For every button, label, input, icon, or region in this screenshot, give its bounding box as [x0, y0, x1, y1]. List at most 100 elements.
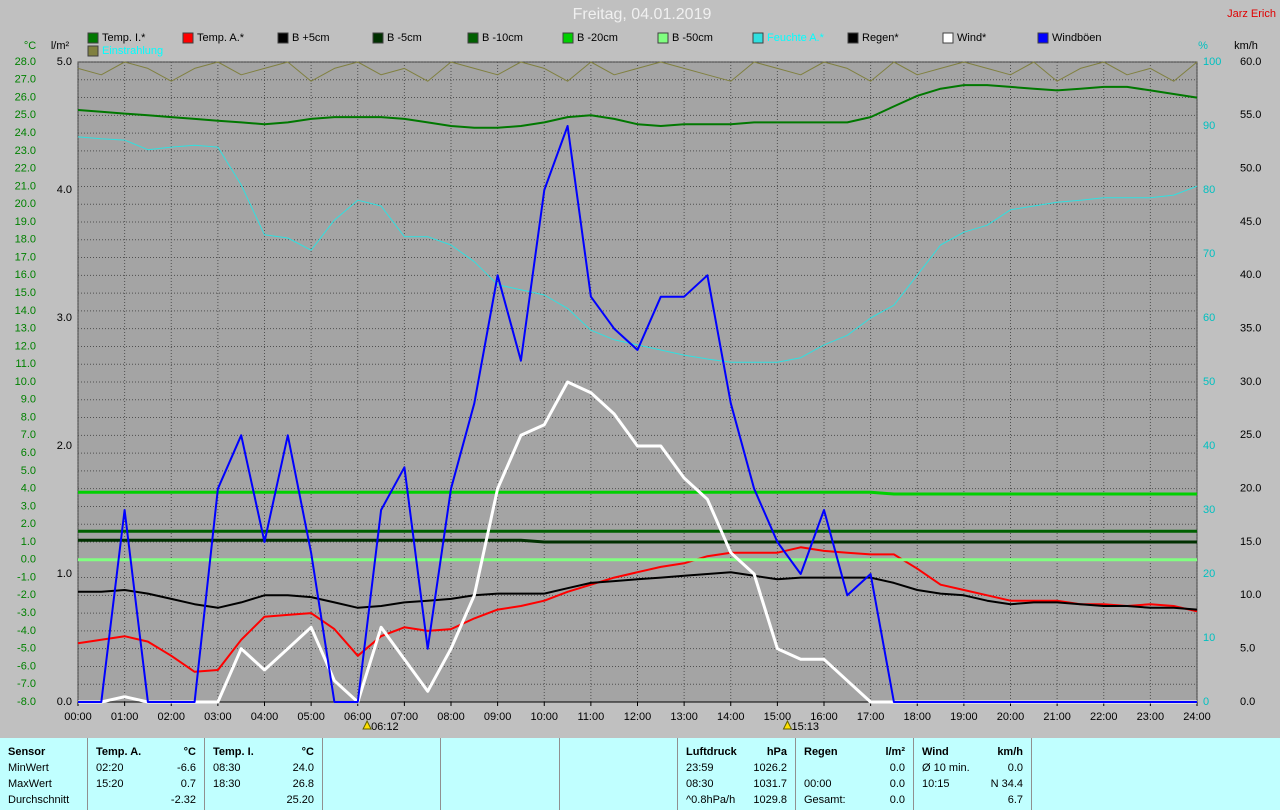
legend-swatch [752, 32, 764, 44]
y2-tick-label: 4.0 [57, 184, 72, 196]
legend-swatch [372, 32, 384, 44]
y4-axis-title: km/h [1234, 40, 1258, 52]
table-row: 00:00 0.0 [804, 776, 905, 792]
table-block: Temp. A. °C 02:20 -6.6 15:20 0.7 -2.32 [88, 738, 205, 810]
y-tick-label: -5.0 [17, 643, 36, 655]
y-tick-label: 25.0 [15, 109, 36, 121]
y3-tick-label: 20 [1203, 568, 1215, 580]
x-tick-label: 22:00 [1090, 711, 1118, 723]
y4-tick-label: 35.0 [1240, 323, 1261, 335]
y-tick-label: -8.0 [17, 696, 36, 708]
stats-table: Sensor MinWert MaxWert Durchschnitt Temp. A.… [0, 738, 1280, 810]
table-block [323, 738, 441, 810]
header-cell: Sensor [8, 746, 46, 758]
legend-swatch [87, 32, 99, 44]
y-tick-label: 3.0 [21, 500, 36, 512]
y-tick-label: -4.0 [17, 625, 36, 637]
x-tick-label: 21:00 [1043, 711, 1071, 723]
series-line [78, 125, 1197, 703]
y-tick-label: 8.0 [21, 411, 36, 423]
table-block: Luftdruck hPa 23:59 1026.2 08:30 1031.7 ^0.8hP… [678, 738, 796, 810]
table-block: Sensor MinWert MaxWert Durchschnitt [0, 738, 88, 810]
series-line [77, 136, 1198, 363]
table-header: Temp. I. °C [213, 744, 314, 760]
legend-label: Feuchte A.* [767, 32, 825, 44]
x-tick-label: 07:00 [391, 711, 419, 723]
table-cell: 1031.7 [753, 778, 787, 790]
table-cell: 24.0 [292, 762, 314, 774]
y2-tick-label: 0.0 [57, 696, 72, 708]
table-row: 02:20 -6.6 [96, 760, 196, 776]
y-tick-label: 17.0 [15, 251, 36, 263]
y-tick-label: 6.0 [21, 447, 36, 459]
table-cell: 1029.8 [753, 794, 787, 806]
table-row: Gesamt: 0.0 [804, 792, 905, 808]
x-tick-label: 10:00 [530, 711, 558, 723]
y-tick-label: 5.0 [21, 465, 36, 477]
table-header: Luftdruck hPa [686, 744, 787, 760]
y-tick-label: 7.0 [21, 429, 36, 441]
annotation-label: 15:13 [791, 721, 819, 733]
y-tick-label: 22.0 [15, 163, 36, 175]
y-tick-label: 4.0 [21, 483, 36, 495]
y-tick-label: -3.0 [17, 607, 36, 619]
y-tick-label: -2.0 [17, 589, 36, 601]
legend-label: B -20cm [577, 32, 618, 44]
table-row: MaxWert [8, 776, 79, 792]
table-cell: 23:59 [686, 762, 714, 774]
table-cell: 0.0 [889, 762, 905, 774]
table-header: Sensor [8, 744, 79, 760]
table-cell: 15:20 [96, 778, 124, 790]
table-cell: 25.20 [286, 794, 314, 806]
header-cell: Luftdruck [686, 746, 737, 758]
y-tick-label: 11.0 [15, 358, 36, 370]
y-tick-label: 2.0 [21, 518, 36, 530]
table-cell: 08:30 [213, 762, 241, 774]
legend-label: Regen* [862, 32, 899, 44]
legend-label: B -50cm [672, 32, 713, 44]
legend-swatch [562, 32, 574, 44]
y2-tick-label: 5.0 [57, 56, 72, 68]
table-row: 23:59 1026.2 [686, 760, 787, 776]
x-tick-label: 18:00 [903, 711, 931, 723]
header-cell: °C [183, 746, 196, 758]
table-cell: 18:30 [213, 778, 241, 790]
header-cell: Temp. I. [213, 746, 254, 758]
x-tick-label: 24:00 [1183, 711, 1211, 723]
chart-title: Freitag, 04.01.2019 [573, 6, 712, 23]
y4-tick-label: 50.0 [1240, 163, 1261, 175]
y3-tick-label: 60 [1203, 312, 1215, 324]
y-tick-label: 10.0 [15, 376, 36, 388]
y2-tick-label: 1.0 [57, 568, 72, 580]
table-cell: 0.0 [1007, 762, 1023, 774]
table-cell: 0.0 [889, 778, 905, 790]
y4-tick-label: 10.0 [1240, 589, 1261, 601]
table-cell: Gesamt: [804, 794, 846, 806]
legend-swatch [467, 32, 479, 44]
x-tick-label: 17:00 [857, 711, 885, 723]
y-tick-label: 19.0 [15, 216, 36, 228]
legend-label: Einstrahlung [102, 45, 163, 57]
x-tick-label: 20:00 [997, 711, 1025, 723]
y-tick-label: 12.0 [15, 340, 36, 352]
table-cell: N 34.4 [990, 778, 1023, 790]
table-row: 15:20 0.7 [96, 776, 196, 792]
table-cell: Ø 10 min. [922, 762, 970, 774]
y2-tick-label: 3.0 [57, 312, 72, 324]
x-tick-label: 13:00 [670, 711, 698, 723]
table-cell: 1026.2 [753, 762, 787, 774]
y3-tick-label: 30 [1203, 504, 1215, 516]
x-tick-label: 23:00 [1137, 711, 1165, 723]
y-tick-label: 26.0 [15, 91, 36, 103]
legend-label: Temp. I.* [102, 32, 146, 44]
y3-tick-label: 40 [1203, 440, 1215, 452]
y4-tick-label: 15.0 [1240, 536, 1261, 548]
table-cell: -2.32 [170, 794, 196, 806]
x-tick-label: 04:00 [251, 711, 279, 723]
table-row: Durchschnitt [8, 792, 79, 808]
series-line [78, 490, 1197, 496]
y3-tick-label: 0 [1203, 696, 1209, 708]
y-tick-label: 9.0 [21, 394, 36, 406]
x-tick-label: 15:00 [764, 711, 792, 723]
y3-axis-title: % [1198, 40, 1208, 52]
